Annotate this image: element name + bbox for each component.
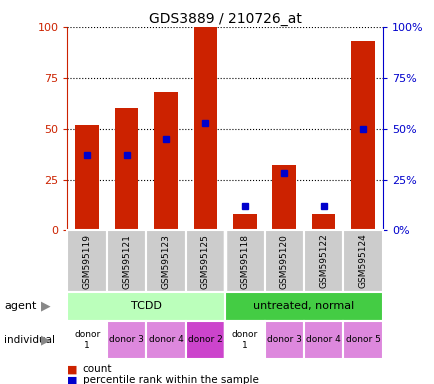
Text: GSM595124: GSM595124 — [358, 234, 367, 288]
Bar — [233, 214, 256, 230]
Title: GDS3889 / 210726_at: GDS3889 / 210726_at — [148, 12, 301, 26]
Text: percentile rank within the sample: percentile rank within the sample — [82, 375, 258, 384]
Bar — [303, 321, 342, 359]
Bar — [225, 321, 264, 359]
Text: donor 4: donor 4 — [148, 335, 183, 344]
Text: ■: ■ — [67, 375, 78, 384]
Bar — [185, 230, 225, 292]
Text: GSM595118: GSM595118 — [240, 233, 249, 289]
Bar — [185, 321, 225, 359]
Bar — [115, 108, 138, 230]
Text: agent: agent — [4, 301, 36, 311]
Text: GSM595123: GSM595123 — [161, 234, 170, 288]
Text: ■: ■ — [67, 364, 78, 374]
Bar — [67, 321, 107, 359]
Bar — [146, 230, 185, 292]
Bar — [351, 41, 374, 230]
Text: GSM595122: GSM595122 — [319, 234, 327, 288]
Text: individual: individual — [4, 335, 55, 345]
Text: ▶: ▶ — [41, 333, 51, 346]
Text: donor 4: donor 4 — [306, 335, 340, 344]
Bar — [272, 165, 296, 230]
Text: donor
1: donor 1 — [231, 330, 257, 349]
Bar — [154, 92, 178, 230]
Text: TCDD: TCDD — [131, 301, 161, 311]
Text: GSM595119: GSM595119 — [82, 233, 92, 289]
Bar — [67, 292, 225, 321]
Bar — [311, 214, 335, 230]
Text: count: count — [82, 364, 112, 374]
Bar — [107, 230, 146, 292]
Text: donor 5: donor 5 — [345, 335, 380, 344]
Bar — [107, 321, 146, 359]
Bar — [303, 230, 342, 292]
Bar — [342, 230, 382, 292]
Bar — [225, 230, 264, 292]
Bar — [193, 27, 217, 230]
Text: donor
1: donor 1 — [74, 330, 100, 349]
Text: donor 3: donor 3 — [266, 335, 301, 344]
Text: GSM595120: GSM595120 — [279, 234, 288, 288]
Bar — [225, 292, 382, 321]
Bar — [264, 230, 303, 292]
Bar — [67, 230, 107, 292]
Bar — [342, 321, 382, 359]
Bar — [264, 321, 303, 359]
Text: donor 2: donor 2 — [187, 335, 222, 344]
Bar — [146, 321, 185, 359]
Text: GSM595125: GSM595125 — [201, 234, 210, 288]
Text: ▶: ▶ — [41, 300, 51, 313]
Text: untreated, normal: untreated, normal — [253, 301, 354, 311]
Text: GSM595121: GSM595121 — [122, 234, 131, 288]
Text: donor 3: donor 3 — [109, 335, 144, 344]
Bar — [75, 124, 99, 230]
